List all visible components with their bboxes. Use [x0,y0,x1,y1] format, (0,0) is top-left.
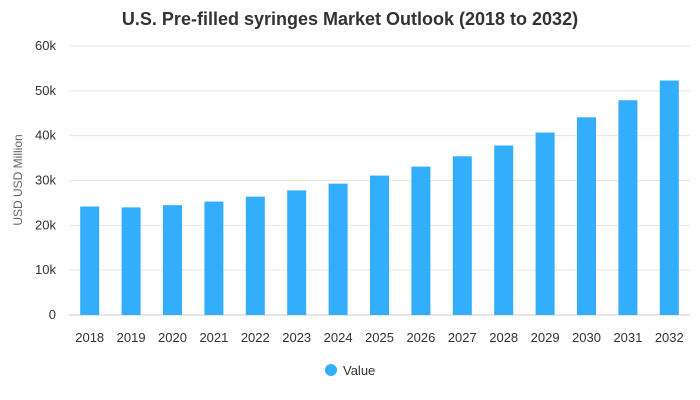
y-tick-label: 0 [49,307,56,322]
bar[interactable] [328,183,348,315]
bar[interactable] [535,132,555,315]
x-tick-label: 2018 [75,330,104,345]
bar[interactable] [452,156,472,315]
x-tick-label: 2030 [572,330,601,345]
x-tick-label: 2028 [489,330,518,345]
legend[interactable]: Value [325,363,375,378]
x-tick-label: 2026 [406,330,435,345]
y-tick-label: 30k [35,173,56,188]
bar[interactable] [80,206,100,315]
chart-title: U.S. Pre-filled syringes Market Outlook … [122,9,578,29]
y-axis-ticks: 0 10k 20k 30k 40k 50k 60k [35,38,56,322]
y-tick-label: 20k [35,217,56,232]
bar[interactable] [659,80,679,315]
x-tick-label: 2025 [365,330,394,345]
x-tick-label: 2029 [531,330,560,345]
x-tick-label: 2020 [158,330,187,345]
legend-marker[interactable] [325,364,337,376]
y-tick-label: 40k [35,128,56,143]
y-tick-label: 60k [35,38,56,53]
bar[interactable] [618,100,638,315]
x-tick-label: 2023 [282,330,311,345]
x-tick-label: 2031 [613,330,642,345]
y-tick-label: 10k [35,262,56,277]
x-tick-label: 2019 [117,330,146,345]
y-axis-label: USD USD Million [11,134,25,225]
x-tick-label: 2021 [199,330,228,345]
bar[interactable] [287,190,307,315]
bar[interactable] [204,201,224,315]
bar[interactable] [494,145,514,315]
x-tick-label: 2032 [655,330,684,345]
x-tick-label: 2027 [448,330,477,345]
bar[interactable] [245,196,265,315]
x-axis-ticks: 2018 2019 2020 2021 2022 2023 2024 2025 2026 2027… [75,330,684,345]
x-tick-label: 2024 [324,330,353,345]
bar[interactable] [411,166,431,315]
y-tick-label: 50k [35,83,56,98]
bar[interactable] [370,175,389,315]
bars [80,80,679,315]
x-tick-label: 2022 [241,330,270,345]
bar[interactable] [577,117,596,315]
bar[interactable] [163,205,182,315]
bar[interactable] [121,207,141,315]
legend-label[interactable]: Value [343,363,375,378]
